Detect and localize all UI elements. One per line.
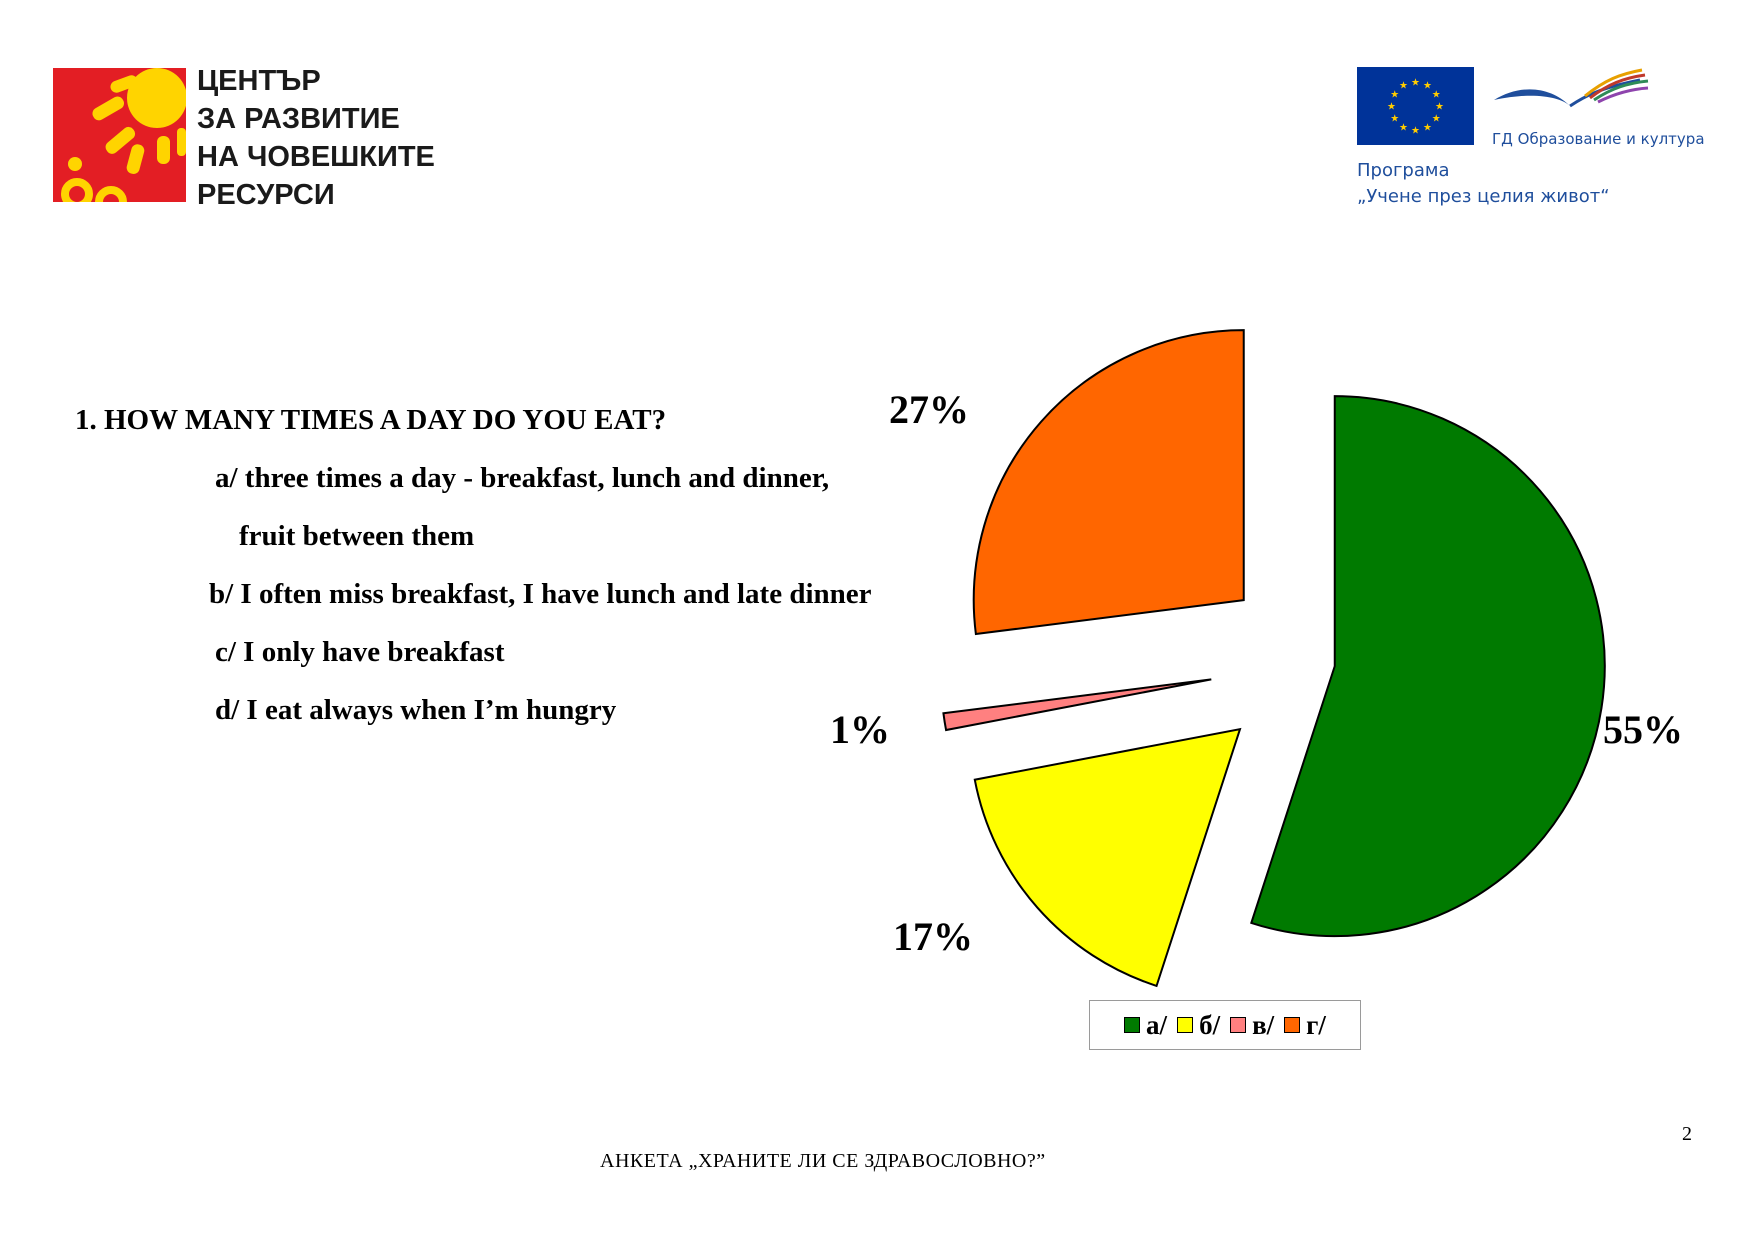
slice-label-c: 1% xyxy=(830,707,890,752)
slice-label-b: 17% xyxy=(893,914,973,959)
org-line-1: ЦЕНТЪР xyxy=(197,65,321,97)
option-b: b/ I often miss breakfast, I have lunch … xyxy=(209,578,872,610)
program-line-2: „Учене през целия живот“ xyxy=(1357,186,1610,207)
svg-text:★: ★ xyxy=(1399,122,1408,133)
program-label: Програма „Учене през целия живот“ xyxy=(1357,158,1610,210)
footer-survey-title: АНКЕТА „ХРАНИТЕ ЛИ СЕ ЗДРАВОСЛОВНО?” xyxy=(600,1150,1046,1172)
slice-label-a: 55% xyxy=(1603,707,1683,752)
legend-item-d: г/ xyxy=(1284,1010,1326,1041)
pie-slice-b xyxy=(973,727,1242,988)
svg-text:★: ★ xyxy=(1390,114,1399,125)
legend-item-b: б/ xyxy=(1177,1010,1220,1041)
option-c: c/ I only have breakfast xyxy=(215,636,505,668)
legend-item-c: в/ xyxy=(1230,1010,1274,1041)
program-line-1: Програма xyxy=(1357,160,1450,181)
svg-text:★: ★ xyxy=(1435,102,1444,113)
eu-flag-logo: ★ ★ ★ ★ ★ ★ ★ ★ ★ ★ ★ ★ xyxy=(1357,67,1474,145)
legend-label-d: г/ xyxy=(1306,1009,1326,1040)
legend-swatch-c xyxy=(1230,1017,1247,1033)
legend-item-a: а/ xyxy=(1124,1010,1167,1041)
svg-text:★: ★ xyxy=(1432,90,1441,101)
option-a-line1: a/ three times a day - breakfast, lunch … xyxy=(215,462,830,494)
org-line-4: РЕСУРСИ xyxy=(197,179,335,211)
chart-legend: а/ б/ в/ г/ xyxy=(1089,1000,1361,1050)
dg-education-label: ГД Образование и култура xyxy=(1492,130,1705,148)
page-number: 2 xyxy=(1682,1123,1692,1145)
legend-swatch-d xyxy=(1284,1017,1301,1033)
pie-slice-c xyxy=(942,678,1212,732)
svg-text:★: ★ xyxy=(1390,90,1399,101)
svg-text:★: ★ xyxy=(1387,102,1396,113)
svg-text:★: ★ xyxy=(1411,126,1420,137)
legend-label-a: а/ xyxy=(1146,1009,1168,1040)
svg-text:★: ★ xyxy=(1423,122,1432,133)
legend-label-b: б/ xyxy=(1199,1009,1221,1040)
svg-text:★: ★ xyxy=(1423,81,1432,92)
slice-label-d: 27% xyxy=(889,387,969,432)
option-a-line2: fruit between them xyxy=(239,520,475,552)
cdhr-logo xyxy=(53,68,186,202)
svg-text:★: ★ xyxy=(1411,78,1420,89)
org-line-2: ЗА РАЗВИТИЕ xyxy=(197,103,400,135)
organization-name: ЦЕНТЪР ЗА РАЗВИТИЕ НА ЧОВЕШКИТЕ РЕСУРСИ xyxy=(197,62,435,214)
llp-bird-logo xyxy=(1490,66,1650,131)
org-line-3: НА ЧОВЕШКИТЕ xyxy=(197,141,435,173)
svg-text:★: ★ xyxy=(1432,114,1441,125)
legend-swatch-a xyxy=(1124,1017,1141,1033)
pie-slice-d xyxy=(972,329,1245,636)
option-d: d/ I eat always when I’m hungry xyxy=(215,694,617,726)
question-title: 1. HOW MANY TIMES A DAY DO YOU EAT? xyxy=(75,404,667,436)
svg-text:★: ★ xyxy=(1399,81,1408,92)
legend-label-c: в/ xyxy=(1252,1009,1275,1040)
legend-swatch-b xyxy=(1177,1017,1194,1033)
pie-slice-a xyxy=(1250,395,1606,938)
